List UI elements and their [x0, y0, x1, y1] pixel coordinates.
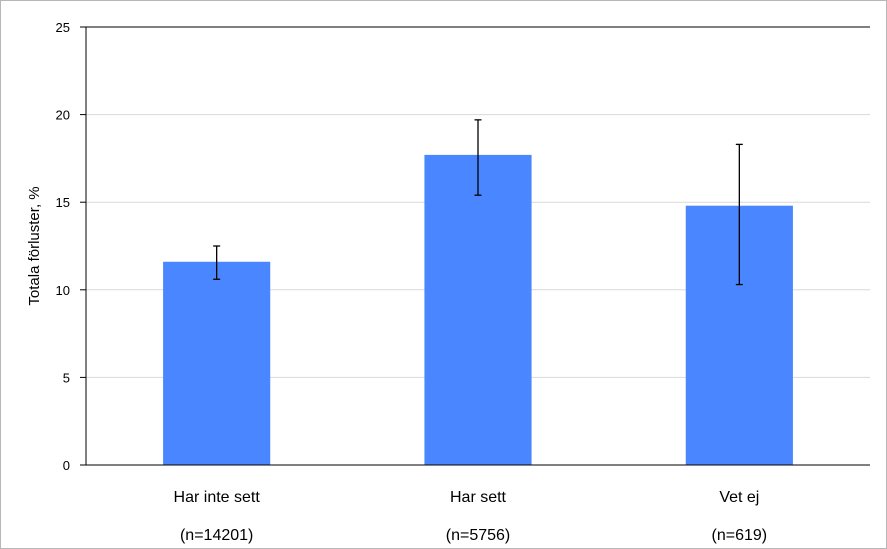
- x-category-count: (n=619): [712, 527, 768, 544]
- x-category-label: Vet ej: [719, 489, 759, 506]
- error-bars: [213, 119, 743, 286]
- y-tick-label: 10: [56, 283, 70, 298]
- x-category-count: (n=5756): [446, 527, 511, 544]
- y-tick-label: 5: [63, 370, 70, 385]
- x-category-label: Har inte sett: [174, 489, 261, 506]
- bar: [163, 261, 271, 465]
- y-tick-labels: 0 5 10 15 20 25: [56, 20, 70, 473]
- bars: [163, 154, 793, 466]
- y-axis-label: Totala förluster, %: [26, 186, 43, 305]
- axes: [80, 26, 870, 466]
- x-category-labels: Har inte sett (n=14201) Har sett (n=5756) Ve…: [174, 489, 768, 544]
- y-tick-label: 0: [63, 458, 70, 473]
- bar: [424, 154, 532, 465]
- y-tick-label: 20: [56, 108, 70, 123]
- y-tick-label: 15: [56, 195, 70, 210]
- x-category-count: (n=14201): [180, 527, 253, 544]
- y-tick-label: 25: [56, 20, 70, 35]
- x-category-label: Har sett: [450, 489, 507, 506]
